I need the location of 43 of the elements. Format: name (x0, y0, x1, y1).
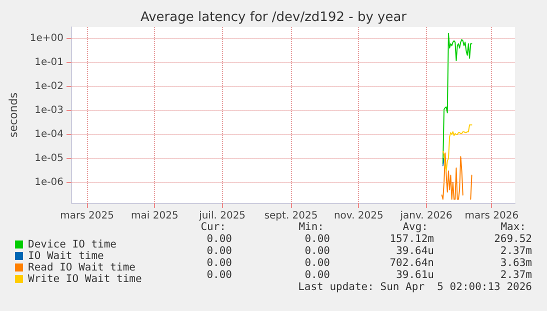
x-tick-label: mars 2026 (464, 210, 519, 222)
legend-label: Device IO time (28, 238, 117, 250)
text: 0.00 (206, 245, 232, 257)
text: Cur: (200, 221, 226, 233)
y-tick-label: 1e-02 (34, 80, 64, 92)
chart-title: Average latency for /dev/zd192 - by year (140, 10, 408, 25)
text: Avg: (402, 221, 428, 233)
y-tick-label: 1e-01 (34, 56, 64, 68)
text: 269.52 (494, 233, 532, 245)
text: 0.00 (206, 233, 232, 245)
text: 0.00 (304, 257, 330, 269)
text: 2.37m (500, 245, 532, 257)
text: 0.00 (304, 233, 330, 245)
line-series (442, 33, 472, 164)
text: Last update: Sun Apr 5 02:00:13 2026 (298, 281, 532, 293)
y-tick-label: 1e-04 (34, 128, 64, 140)
text: 0.00 (206, 257, 232, 269)
text: 0.00 (304, 245, 330, 257)
y-tick-label: 1e-03 (34, 104, 64, 116)
text: 702.64n (390, 257, 434, 269)
x-tick-label: sept. 2025 (264, 210, 318, 222)
text: 0.00 (206, 269, 232, 281)
text: Min: (298, 221, 324, 233)
text: 157.12m (390, 233, 434, 245)
legend-label: Read IO Wait time (28, 262, 136, 274)
text: Max: (500, 221, 526, 233)
legend-label: Write IO Wait time (28, 273, 142, 285)
legend-label: IO Wait time (28, 250, 104, 262)
y-axis-title: seconds (7, 92, 20, 138)
x-tick-label: janv. 2026 (399, 210, 452, 222)
text: 0.00 (304, 269, 330, 281)
x-tick-label: juil. 2025 (198, 210, 246, 222)
line-series (442, 124, 472, 172)
x-tick-label: mai 2025 (131, 210, 178, 222)
y-tick-label: 1e+00 (30, 32, 64, 44)
text: 39.64u (396, 245, 434, 257)
x-tick-label: nov. 2025 (334, 210, 384, 222)
text: 3.63m (500, 257, 532, 269)
x-tick-label: mars 2025 (60, 210, 114, 222)
y-tick-label: 1e-06 (34, 177, 64, 188)
y-tick-label: 1e-05 (34, 152, 64, 164)
text: 39.61u (396, 269, 434, 281)
text: 2.37m (500, 269, 532, 281)
